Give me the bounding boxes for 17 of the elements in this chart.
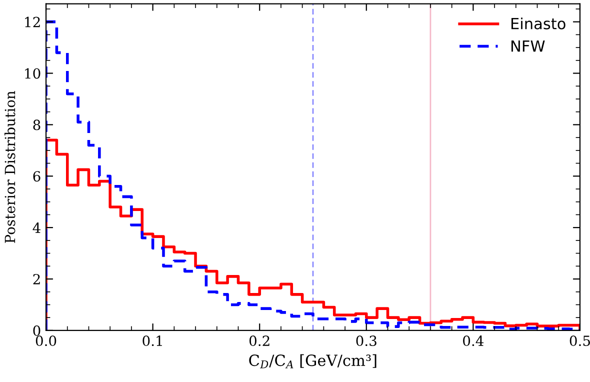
x-tick-label: 0.5 <box>570 336 590 346</box>
y-tick-label: 10 <box>25 68 40 79</box>
x-tick-label: 0.1 <box>142 336 162 346</box>
x-axis-title: C$_{D}$/C$_{A}$ [GeV/cm³] <box>249 354 376 368</box>
y-axis-title: Posterior Distribution <box>4 90 16 243</box>
x-tick-label: 0.0 <box>36 336 56 346</box>
y-tick-label: 4 <box>32 222 40 233</box>
x-tick-label: 0.2 <box>249 336 270 346</box>
y-tick-label: 12 <box>25 16 40 28</box>
y-tick-label: 0 <box>33 325 40 336</box>
y-tick-label: 8 <box>33 120 40 130</box>
x-tick-label: 0.4 <box>463 336 484 346</box>
legend-label: Einasto <box>511 18 566 30</box>
legend-label: NFW <box>511 40 545 52</box>
y-tick-label: 2 <box>33 274 40 284</box>
x-tick-label: 0.3 <box>356 336 376 346</box>
y-tick-label: 6 <box>33 171 40 182</box>
